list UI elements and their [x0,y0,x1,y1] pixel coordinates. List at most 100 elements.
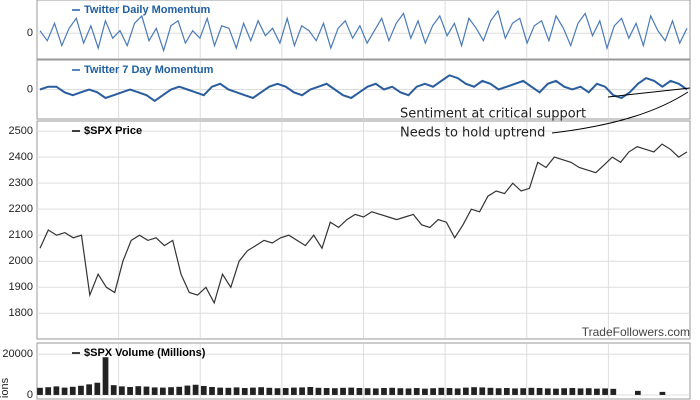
bar [168,387,174,395]
chart-title: Twitter Daily Momentum [84,4,211,16]
bar [381,388,387,395]
bar [536,388,543,395]
y-tick-label: 2000 [9,255,33,267]
bar [86,384,93,395]
bar [495,388,502,395]
bar [209,386,215,395]
bar [389,387,396,395]
bar [45,387,52,395]
series-line [39,143,688,305]
bar [340,387,346,395]
bar [241,388,248,395]
bar [217,387,224,395]
bar [233,387,240,395]
y-axis-label: ions [0,377,11,398]
bar [585,388,592,395]
bar [372,388,379,395]
panel-frame [36,120,691,340]
bar [569,388,576,395]
annotation: Needs to hold uptrend [400,126,545,141]
bar [520,388,527,395]
y-tick-label: 1800 [9,307,33,319]
annotation: Sentiment at critical support [400,107,586,122]
bar [282,388,289,395]
annotation-arrow [551,91,689,134]
y-tick-label: 2200 [9,203,33,215]
bar [94,382,101,395]
bar [528,387,535,395]
bar [307,386,314,395]
bar [454,388,461,395]
bar [463,387,469,395]
bar [438,387,445,395]
bar [610,388,617,395]
panel-frame [36,0,691,60]
bar [143,386,150,395]
panel-frame [36,342,691,400]
bar [479,387,486,395]
watermark: TradeFollowers.com [582,325,690,339]
bar [397,388,404,395]
bar [471,387,477,395]
y-tick-label: 2500 [9,125,33,137]
y-tick-label: 20000 [2,348,33,360]
bar [192,384,199,395]
bar [119,386,125,395]
bar [135,386,142,395]
bar [348,387,355,395]
bar [430,388,436,395]
y-tick-label: 2300 [9,177,33,189]
bar [331,388,338,395]
y-tick-label: 0 [27,83,33,95]
bar [356,388,363,395]
chart-title: Twitter 7 Day Momentum [84,64,214,76]
bar [544,388,551,395]
y-tick-label: 1900 [9,281,33,293]
bar [200,385,207,395]
bar [446,388,453,395]
bar [258,387,264,395]
y-tick-label: 2100 [9,229,33,241]
series-line [39,74,688,103]
y-tick-label: 0 [27,389,33,400]
bar [315,387,322,395]
annotation-arrow [607,87,691,98]
chart-title: $SPX Volume (Millions) [84,347,206,359]
bar [659,391,666,395]
bar [487,387,494,395]
bar [225,387,232,395]
bar [561,388,568,395]
series-line [39,9,688,53]
chart-title: $SPX Price [84,125,142,137]
bar [250,387,256,395]
bar [151,387,158,395]
bar [413,388,420,395]
bar [102,357,109,395]
bar [184,385,191,395]
bar [291,387,297,395]
bar [69,386,76,395]
bar [78,385,84,395]
bar [553,388,559,395]
bar [176,386,183,395]
bar [53,386,60,395]
bar [512,388,518,395]
bar [266,387,273,395]
bar [127,386,133,395]
bar [503,388,510,395]
bar [299,387,305,395]
bar [422,388,428,395]
bar [323,388,330,395]
bar [364,388,371,395]
bar [405,388,412,395]
y-tick-label: 0 [27,27,33,39]
bar [37,387,43,395]
bar [602,388,608,395]
bar [61,387,68,395]
y-tick-label: 2400 [9,151,33,163]
bar [159,387,166,395]
bar [594,388,600,395]
bar [110,385,117,395]
